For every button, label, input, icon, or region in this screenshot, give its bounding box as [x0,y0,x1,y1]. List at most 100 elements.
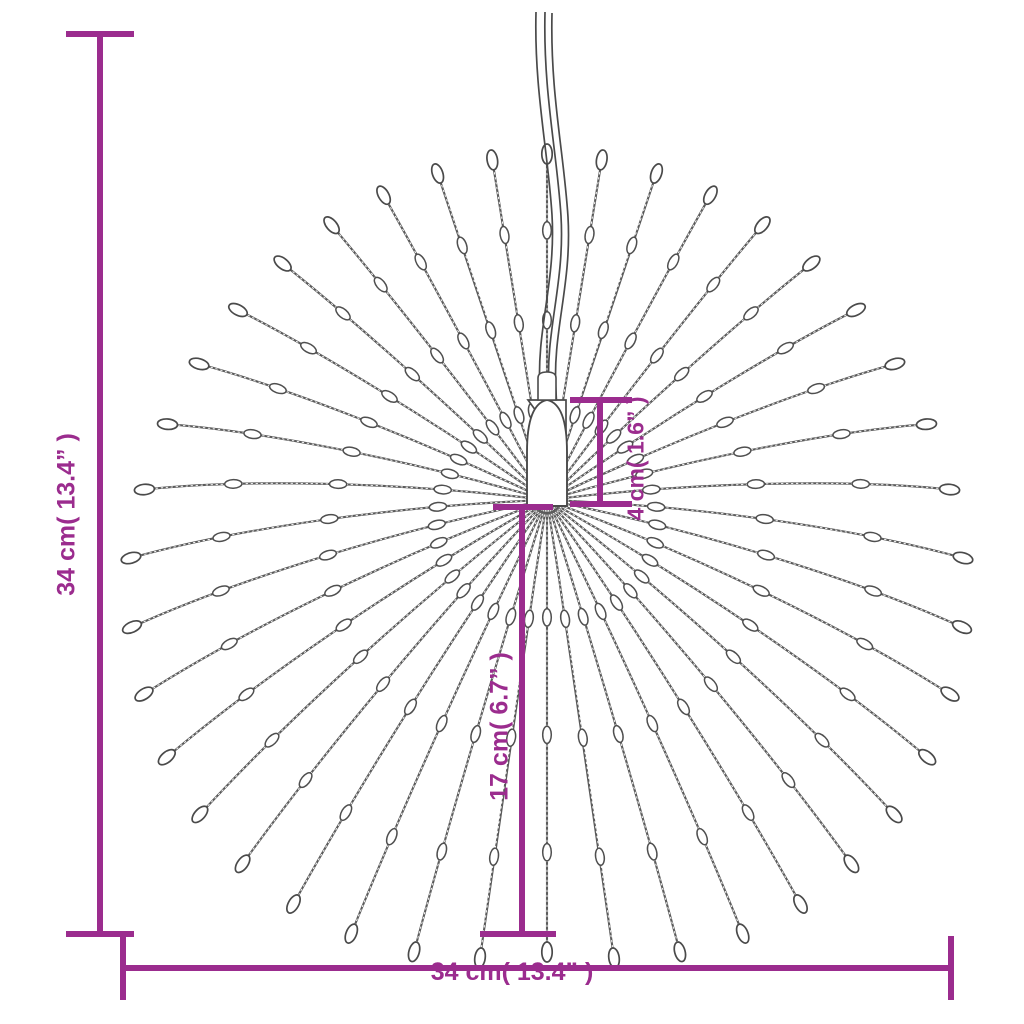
led-branch [413,498,549,953]
led-branch [545,498,964,629]
branch-twist-texture [546,423,927,501]
led-tip [940,686,960,702]
led-bead [212,531,231,543]
branch-twist-texture [546,482,951,501]
led-bead [324,584,342,597]
led-bead [741,804,755,822]
led-bead [776,341,795,355]
led-branch [130,498,549,629]
led-bead [635,468,654,480]
led-bead [781,772,796,789]
led-bead [523,609,535,629]
branch-twist-texture [437,173,548,501]
led-bead [541,221,553,240]
led-bead [335,306,351,321]
led-bead [299,341,318,355]
led-bead [716,416,734,429]
branch-twist-texture [242,499,548,865]
led-bead [342,446,361,457]
led-tip [121,619,143,635]
led-bead [541,842,553,862]
branch-twist-texture [546,499,964,559]
led-bead [487,602,500,621]
led-bead [440,468,459,480]
led-bead [433,484,453,495]
led-tip [649,163,664,184]
led-tip [595,149,608,171]
led-bead [436,842,448,861]
led-bead [385,827,398,846]
led-bead [485,321,497,340]
led-bead [375,676,391,693]
led-bead [676,698,691,716]
led-bead [428,501,448,512]
led-tip [951,619,973,635]
branch-twist-texture [131,499,548,628]
led-tip [273,255,292,272]
led-bead [449,453,468,466]
led-bead [499,411,512,429]
dimension-label-branch-radius: 17 cm( 6.7” ) [485,652,514,801]
led-bead [268,382,287,395]
led-tip [793,894,808,914]
branch-twist-texture [350,499,548,935]
led-tip [702,185,718,206]
led-tip [227,302,249,318]
led-bead [456,236,468,255]
led-tip [917,748,937,766]
branch-twist-texture [383,194,548,501]
branch-twist-texture [130,499,548,559]
led-bead [488,847,500,866]
led-branch [545,498,744,935]
led-bead [646,536,665,549]
branch-twist-texture [546,499,681,953]
led-bead [597,321,609,340]
branch-twist-texture [546,499,801,905]
branch-twist-texture [167,423,548,501]
led-tip [323,216,341,235]
led-bead [373,276,388,293]
led-tip [234,854,251,874]
led-bead [807,382,826,395]
led-tip [430,163,445,184]
led-bead [429,536,448,549]
led-bead [616,440,634,454]
branch-twist-texture [546,499,615,959]
led-bead [414,253,428,271]
led-bead [594,602,607,621]
led-bead [541,608,553,627]
led-bead [706,276,721,293]
led-bead [456,583,471,599]
branch-twist-texture [546,499,744,935]
led-tip [845,302,867,318]
led-bead [606,428,622,444]
led-tip [344,923,359,944]
led-bead [339,804,353,822]
led-bead [485,419,500,436]
led-bead [814,732,830,748]
hub-connector [526,371,568,507]
led-bead [569,314,581,333]
led-bead [444,569,461,584]
led-bead [756,549,776,561]
led-bead [742,618,759,632]
branch-twist-texture [282,263,548,501]
led-bead [641,553,659,567]
led-bead [506,728,517,747]
led-bead [626,236,638,255]
led-branch [545,498,681,953]
led-bead [435,553,453,567]
branch-twist-texture [546,263,812,501]
branch-twist-texture [546,194,711,501]
led-tip [885,805,903,824]
led-tip [753,216,771,235]
led-tip [938,483,961,496]
led-bead [609,594,624,611]
led-bead [223,478,243,489]
led-bead [430,347,445,364]
led-bead [633,569,650,584]
led-bead [696,389,713,403]
led-tip [540,941,554,963]
led-branch [545,308,858,502]
led-bead [238,687,255,702]
